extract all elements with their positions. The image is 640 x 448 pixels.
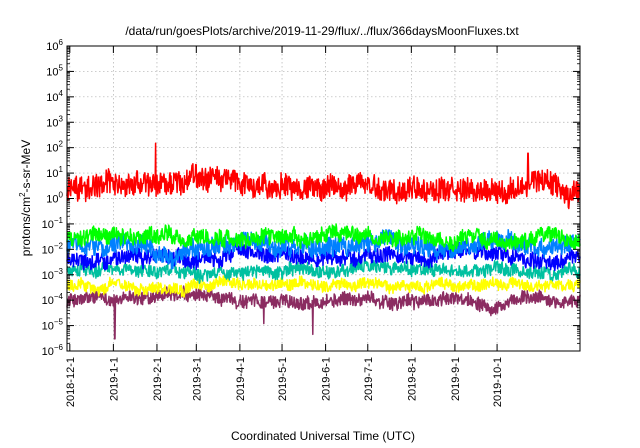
y-tick-labels: 10−6 10−5 10−4 10−3 10−2 10−1 100 101 102 103 104 1…	[42, 38, 64, 358]
chart-title: /data/run/goesPlots/archive/2019-11-29/f…	[125, 24, 519, 38]
y-tick-label: 10−1	[42, 216, 64, 231]
x-tick-labels: 2018-12-1 2019-1-1 2019-2-1 2019-3-1 2019-4-…	[65, 357, 504, 407]
y-tick-label: 10−5	[42, 318, 64, 333]
x-axis-label: Coordinated Universal Time (UTC)	[231, 429, 415, 443]
y-tick-label: 101	[46, 165, 63, 180]
y-tick-label: 10−2	[42, 241, 64, 256]
x-tick-label: 2019-10-1	[492, 357, 504, 407]
y-axis-label-superscript: 2	[18, 192, 27, 197]
x-tick-label: 2018-12-1	[65, 357, 77, 407]
x-tick-label: 2019-9-1	[450, 357, 462, 401]
y-axis-label: protons/cm2-s-sr-MeV	[18, 140, 33, 256]
y-tick-label: 10−3	[42, 267, 64, 282]
series-line	[66, 257, 581, 284]
x-tick-label: 2019-5-1	[277, 357, 289, 401]
y-tick-label: 10−4	[42, 292, 64, 307]
y-tick-label: 104	[46, 89, 63, 104]
series-line	[66, 223, 581, 253]
series-line	[66, 285, 581, 340]
y-tick-label: 102	[46, 140, 63, 155]
series-layer	[66, 142, 581, 340]
y-tick-label: 105	[46, 63, 63, 78]
x-tick-label: 2019-8-1	[406, 357, 418, 401]
x-tick-label: 2019-2-1	[152, 357, 164, 401]
series-line	[66, 274, 581, 298]
y-tick-label: 10−6	[42, 343, 64, 358]
y-tick-label: 106	[46, 38, 63, 53]
x-tick-label: 2019-3-1	[191, 357, 203, 401]
series-line	[66, 142, 581, 210]
y-axis-label-main: protons/cm	[19, 197, 33, 256]
y-tick-label: 103	[46, 114, 63, 129]
x-tick-label: 2019-4-1	[235, 357, 247, 401]
y-axis-label-rest: -s-sr-MeV	[19, 140, 33, 193]
x-tick-label: 2019-7-1	[363, 357, 375, 401]
x-tick-label: 2019-6-1	[321, 357, 333, 401]
y-tick-label: 100	[46, 191, 63, 206]
axis-ticks	[67, 45, 580, 352]
x-tick-label: 2019-1-1	[108, 357, 120, 401]
